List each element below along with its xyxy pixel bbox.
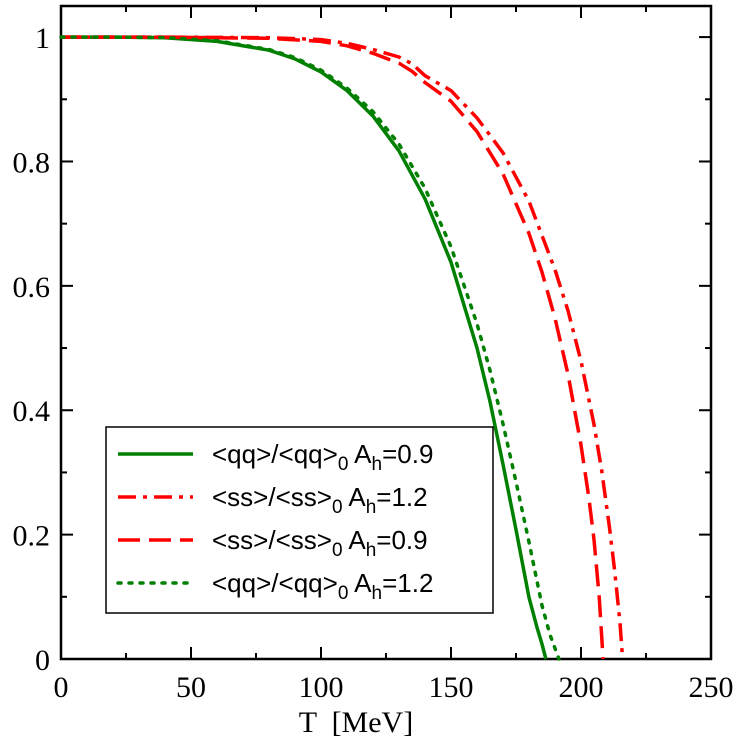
x-tick-label: 50	[176, 671, 206, 704]
x-tick-label: 200	[559, 671, 604, 704]
x-tick-label: 0	[54, 671, 69, 704]
y-tick-label: 0.6	[13, 271, 51, 304]
tick-marks	[60, 6, 712, 660]
legend-label-1: <qq>/<qq>0 Ah=0.9	[212, 439, 433, 475]
x-tick-label: 150	[429, 671, 474, 704]
x-axis-label: T [MeV]	[299, 706, 413, 739]
y-tick-label: 1	[35, 22, 50, 55]
y-tick-label: 0.8	[13, 146, 51, 179]
series-line-4	[59, 35, 561, 661]
legend-label-3: <ss>/<ss>0 Ah=0.9	[212, 525, 428, 561]
x-tick-label: 100	[299, 671, 344, 704]
series-lines	[59, 35, 625, 661]
legend-label-2: <ss>/<ss>0 Ah=1.2	[212, 482, 428, 518]
y-tick-label: 0.2	[13, 520, 51, 553]
legend-box	[105, 426, 494, 614]
y-tick-label: 0.4	[13, 395, 51, 428]
legend: <qq>/<qq>0 Ah=0.9 <ss>/<ss>0 Ah=1.2 <ss>/<…	[105, 426, 494, 614]
x-tick-label: 250	[689, 671, 734, 704]
legend-label-4: <qq>/<qq>0 Ah=1.2	[212, 568, 433, 604]
y-tick-label: 0	[35, 644, 50, 677]
tick-labels: 0 50 100 150 200 250 0 0.2 0.4 0.6 0.8 1	[13, 22, 734, 704]
series-line-3	[61, 35, 605, 660]
